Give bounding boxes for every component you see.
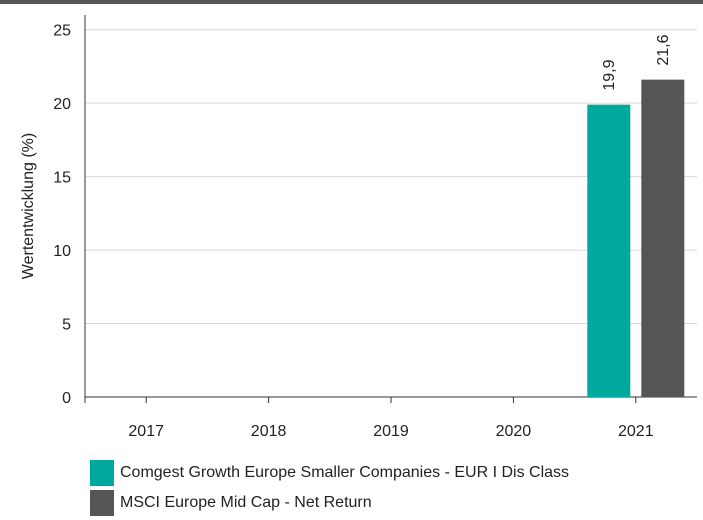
x-tick-label: 2020 [496, 423, 532, 440]
bar [641, 79, 685, 398]
y-tick-label: 0 [62, 390, 71, 407]
y-tick-label: 10 [53, 243, 71, 260]
legend: Comgest Growth Europe Smaller Companies … [90, 460, 569, 520]
y-tick-label: 15 [53, 170, 71, 187]
y-axis-label: Wertentwicklung (%) [20, 133, 37, 279]
bar-data-label: 21,6 [655, 34, 672, 65]
y-tick-label: 25 [53, 23, 71, 40]
bar-data-label: 19,9 [601, 59, 618, 90]
legend-swatch-msci [90, 490, 114, 516]
legend-label-comgest: Comgest Growth Europe Smaller Companies … [120, 464, 570, 481]
legend-swatch-comgest [90, 460, 114, 486]
y-tick-label: 20 [53, 96, 71, 113]
x-tick-label: 2021 [618, 423, 654, 440]
top-border [0, 0, 703, 4]
x-tick-label: 2019 [373, 423, 409, 440]
bar [587, 104, 631, 397]
bar-chart: 0 5 10 15 20 25 Wertentwicklung (%) 2017 2018 201… [20, 15, 697, 440]
legend-item-msci: MSCI Europe Mid Cap - Net Return [90, 490, 569, 516]
legend-label-msci: MSCI Europe Mid Cap - Net Return [120, 494, 372, 511]
legend-item-comgest: Comgest Growth Europe Smaller Companies … [90, 460, 569, 486]
x-tick-label: 2018 [251, 423, 287, 440]
x-tick-label: 2017 [128, 423, 164, 440]
y-tick-label: 5 [62, 317, 71, 334]
